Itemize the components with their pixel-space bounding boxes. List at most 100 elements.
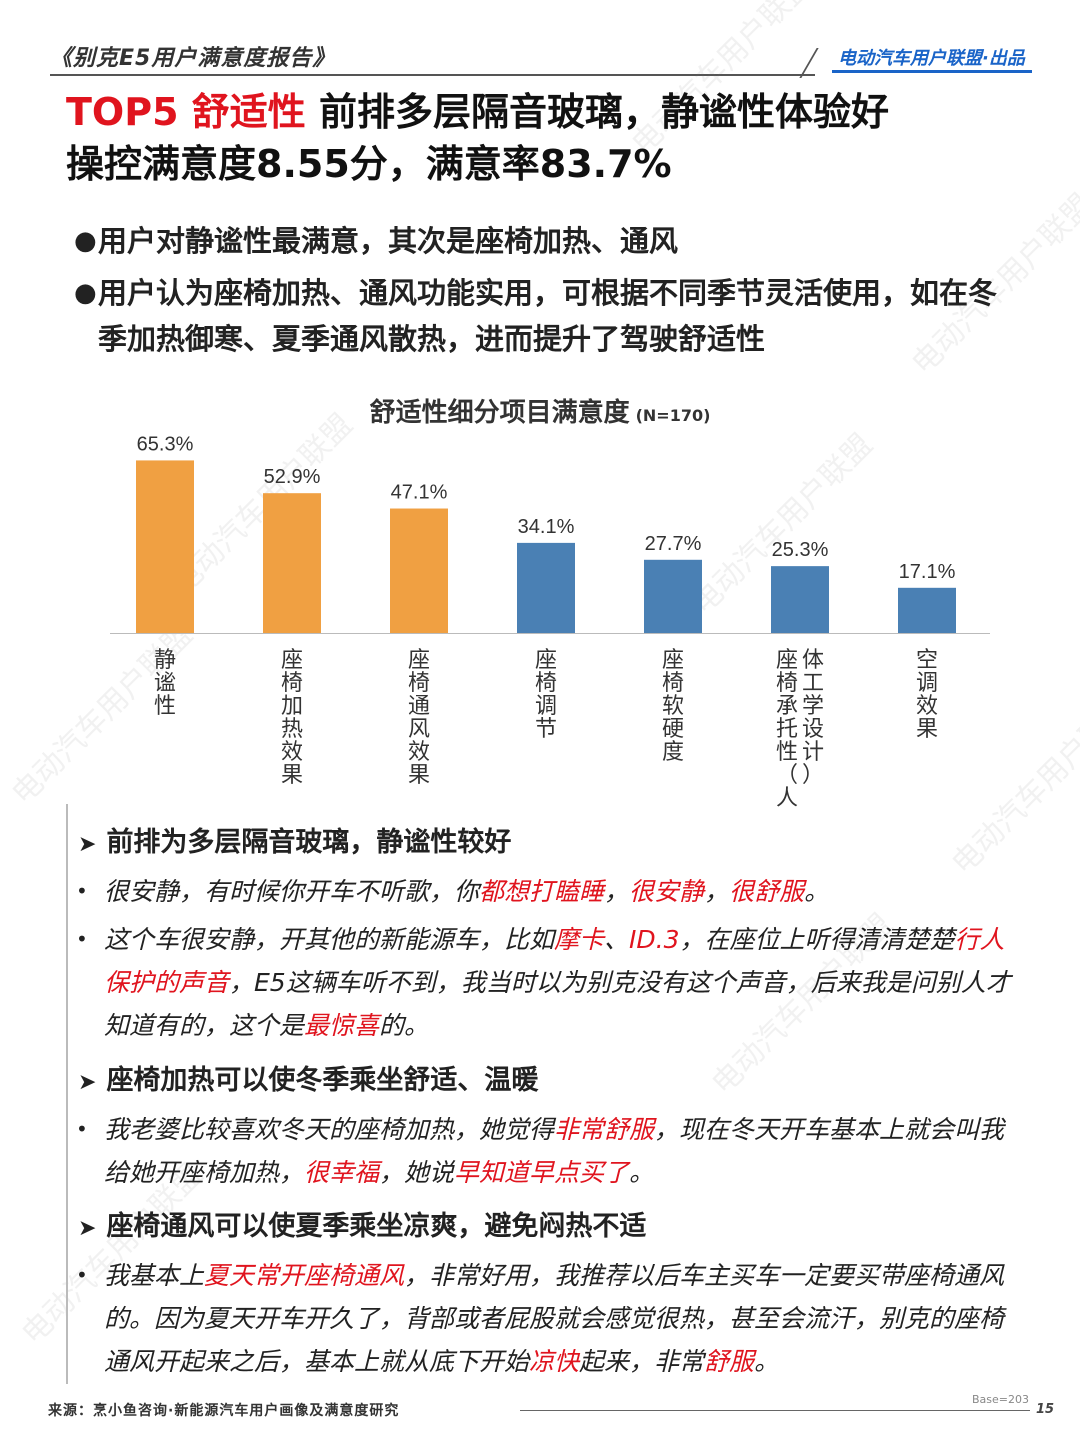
chart-category-label: 椅 — [281, 671, 303, 696]
headline-tag: TOP5 舒适性 — [66, 90, 306, 134]
highlighted-phrase: 舒服 — [704, 1347, 755, 1376]
bullet-dot-icon: ● — [74, 278, 97, 308]
quote-fragment: 我基本上 — [104, 1261, 205, 1290]
user-quote: • 我基本上夏天常开座椅通风，非常好用，我推荐以后车主买车一定要买带座椅通风的。因… — [76, 1254, 1016, 1383]
chart-category-label: 软 — [662, 694, 684, 719]
satisfaction-bar-chart: 65.3%静谧性52.9%座椅加热效果47.1%座椅通风效果34.1%座椅调节2… — [110, 433, 990, 810]
chart-category-label: 节 — [535, 717, 557, 742]
quote-fragment: 的。 — [379, 1011, 430, 1040]
bullet-text: 用户对静谧性最满意，其次是座椅加热、通风 — [98, 224, 679, 258]
quote-text: 我老婆比较喜欢冬天的座椅加热，她觉得非常舒服，现在冬天开车基本上就会叫我给她开座… — [104, 1108, 1016, 1194]
chart-category-label: 果 — [281, 763, 303, 788]
footer-divider — [520, 1410, 1030, 1411]
bullet-text: 用户认为座椅加热、通风功能实用，可根据不同季节灵活使用，如在冬季加热御寒、夏季通… — [98, 276, 998, 356]
chart-category-label: 效 — [408, 740, 430, 765]
user-quote: • 这个车很安静，开其他的新能源车，比如摩卡、ID.3，在座位上听得清清楚楚行人保… — [76, 918, 1016, 1047]
quote-fragment: 。 — [754, 1347, 780, 1376]
chart-category-label: 椅 — [776, 671, 798, 696]
quote-bullet-icon: • — [76, 1263, 88, 1287]
bullet-dot-icon: ● — [74, 226, 97, 256]
chart-bar — [517, 542, 575, 633]
chart-category-label: 度 — [662, 740, 684, 765]
page-number: 15 — [1036, 1402, 1055, 1417]
chart-category-label: 座 — [776, 648, 798, 673]
highlighted-phrase: 非常舒服 — [554, 1115, 655, 1144]
highlighted-phrase: 行人保护的声音 — [104, 925, 1005, 997]
chart-category-label: 通 — [408, 694, 430, 719]
chart-category-label: 椅 — [408, 671, 430, 696]
chart-category-label: 工 — [802, 671, 824, 696]
quote-bullet-icon: • — [76, 1117, 88, 1141]
chart-data-label: 17.1% — [899, 561, 956, 583]
chart-category-label: 空 — [916, 648, 938, 673]
headline-line2: 操控满意度8.55分，满意率83.7% — [66, 142, 672, 186]
chart-category-label: 承 — [776, 694, 798, 719]
chart-category-label: 调 — [535, 694, 557, 719]
chart-category-label: 座 — [662, 648, 684, 673]
quote-text: 这个车很安静，开其他的新能源车，比如摩卡、ID.3，在座位上听得清清楚楚行人保护… — [104, 918, 1016, 1047]
chart-category-label: 性 — [154, 694, 176, 719]
quote-bullet-icon: • — [76, 879, 88, 903]
chart-data-label: 65.3% — [137, 433, 194, 455]
chart-bar — [136, 460, 194, 633]
chart-bar — [644, 559, 702, 633]
arrow-icon: ➤ — [78, 1216, 97, 1241]
chart-category-label: 风 — [408, 717, 430, 742]
highlighted-phrase: 很舒服 — [729, 877, 805, 906]
summary-bullets: ● 用户对静谧性最满意，其次是座椅加热、通风 ● 用户认为座椅加热、通风功能实用… — [74, 218, 1024, 368]
chart-category-label: 椅 — [535, 671, 557, 696]
chart-data-label: 27.7% — [645, 533, 702, 555]
section-heading-text: 前排为多层隔音玻璃，静谧性较好 — [106, 827, 512, 858]
quote-fragment: ，非常好用，我推荐以后车主买车一定要买带座椅通风的。因为夏天开车开久了，背部或者… — [104, 1261, 1005, 1376]
header-divider — [50, 74, 815, 76]
chart-category-label: ） — [802, 763, 824, 788]
report-title: 《别克E5用户满意度报告》 — [50, 46, 336, 71]
quote-fragment: 起来，非常 — [579, 1347, 705, 1376]
quote-text: 很安静，有时候你开车不听歌，你都想打瞌睡，很安静，很舒服。 — [104, 870, 1016, 913]
highlighted-phrase: 凉快 — [529, 1347, 580, 1376]
quote-fragment: 。 — [804, 877, 830, 906]
chart-bar — [263, 493, 321, 633]
highlighted-phrase: 很安静 — [629, 877, 705, 906]
quote-fragment: 、 — [604, 925, 630, 954]
chart-category-label: 调 — [916, 671, 938, 696]
quote-bullet-icon: • — [76, 927, 88, 951]
highlighted-phrase: 摩卡 — [554, 925, 605, 954]
highlighted-phrase: 很幸福 — [304, 1158, 380, 1187]
chart-data-label: 52.9% — [264, 466, 321, 488]
section-heading-text: 座椅加热可以使冬季乘坐舒适、温暖 — [106, 1065, 539, 1096]
highlighted-phrase: 都想打瞌睡 — [479, 877, 605, 906]
chart-category-label: 座 — [535, 648, 557, 673]
headline-line1: 前排多层隔音玻璃，静谧性体验好 — [318, 90, 889, 134]
highlighted-phrase: 夏天常开座椅通风 — [204, 1261, 405, 1290]
chart-data-label: 34.1% — [518, 516, 575, 538]
chart-bar — [390, 508, 448, 633]
chart-data-label: 25.3% — [772, 539, 829, 561]
chart-category-label: 性 — [776, 740, 798, 765]
chart-title-text: 舒适性细分项目满意度 — [369, 398, 630, 428]
chart-category-label: 硬 — [662, 717, 684, 742]
chart-category-label: 座 — [281, 648, 303, 673]
chart-data-label: 47.1% — [391, 482, 448, 504]
quote-text: 我基本上夏天常开座椅通风，非常好用，我推荐以后车主买车一定要买带座椅通风的。因为… — [104, 1254, 1016, 1383]
chart-category-label: 加 — [281, 694, 303, 719]
chart-category-label: 果 — [408, 763, 430, 788]
publisher-label: 电动汽车用户联盟·出品 — [838, 48, 1025, 69]
user-quote: • 我老婆比较喜欢冬天的座椅加热，她觉得非常舒服，现在冬天开车基本上就会叫我给她开… — [76, 1108, 1016, 1194]
quote-fragment: 。 — [629, 1158, 655, 1187]
quote-section-rule — [66, 804, 68, 1384]
highlighted-phrase: 早知道早点买了 — [454, 1158, 630, 1187]
chart-category-label: 静 — [154, 648, 176, 673]
chart-category-label: 托 — [776, 717, 798, 742]
chart-category-label: 人 — [776, 786, 798, 810]
chart-category-label: 学 — [802, 694, 824, 719]
quote-fragment: ， — [704, 877, 730, 906]
highlighted-phrase: ID.3 — [629, 925, 680, 954]
chart-category-label: 椅 — [662, 671, 684, 696]
chart-category-label: 热 — [281, 717, 303, 742]
quote-fragment: 这个车很安静，开其他的新能源车，比如 — [104, 925, 555, 954]
chart-category-label: 计 — [802, 740, 824, 765]
user-quote: • 很安静，有时候你开车不听歌，你都想打瞌睡，很安静，很舒服。 — [76, 870, 1016, 913]
quote-fragment: ，在座位上听得清清楚楚 — [679, 925, 955, 954]
chart-category-label: 座 — [408, 648, 430, 673]
